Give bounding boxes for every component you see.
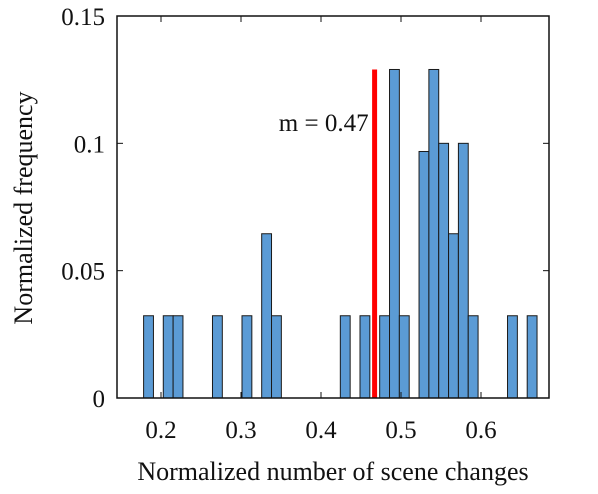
- y-tick-label: 0.05: [61, 259, 105, 286]
- histogram-bar: [526, 315, 538, 399]
- x-tick-label: 0.6: [465, 417, 496, 444]
- histogram-bar: [418, 150, 430, 399]
- histogram-bar: [398, 315, 410, 399]
- y-tick-label: 0.1: [74, 131, 105, 158]
- x-tick-label: 0.4: [305, 417, 337, 444]
- plot-frame: [116, 15, 550, 399]
- y-tick-label: 0: [93, 386, 106, 413]
- histogram-bar: [457, 142, 469, 399]
- x-tick-label: 0.5: [385, 417, 416, 444]
- y-tick-label: 0.15: [61, 4, 105, 31]
- histogram-bar: [438, 142, 450, 399]
- histogram-bar: [507, 315, 518, 399]
- histogram-bar: [379, 315, 391, 399]
- histogram-bar: [143, 315, 154, 399]
- x-axis-ticks: 0.2 0.3 0.4 0.5 0.6: [145, 16, 497, 444]
- histogram-bar: [261, 233, 273, 399]
- mean-annotation: m = 0.47: [279, 110, 369, 137]
- histogram-bar: [339, 315, 351, 399]
- histogram-bars: [143, 68, 538, 399]
- histogram-bar: [271, 315, 282, 399]
- x-tick-label: 0.2: [145, 417, 176, 444]
- histogram-bar: [359, 315, 371, 399]
- y-axis-ticks: 0 0.05 0.1 0.15: [61, 4, 549, 413]
- histogram-bar: [162, 315, 174, 399]
- histogram-bar: [241, 315, 253, 399]
- y-axis-label: Normalized frequency: [9, 91, 38, 324]
- x-tick-label: 0.3: [225, 417, 256, 444]
- histogram-bar: [389, 68, 400, 399]
- histogram-bar: [448, 233, 459, 399]
- histogram-bar: [428, 68, 440, 399]
- x-axis-label: Normalized number of scene changes: [137, 457, 528, 486]
- histogram-bar: [211, 315, 223, 399]
- histogram-bar: [172, 315, 184, 399]
- histogram-bar: [467, 315, 479, 399]
